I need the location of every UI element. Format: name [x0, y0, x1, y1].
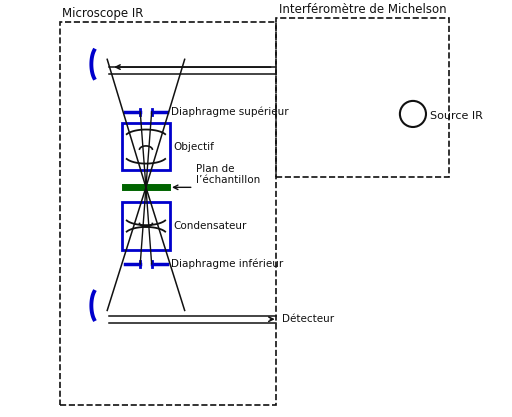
Text: Condensateur: Condensateur — [174, 221, 247, 231]
Text: Plan de
l’échantillon: Plan de l’échantillon — [196, 164, 260, 185]
Text: Interféromètre de Michelson: Interféromètre de Michelson — [279, 3, 446, 16]
Text: Diaphragme inférieur: Diaphragme inférieur — [171, 259, 284, 269]
Text: Détecteur: Détecteur — [282, 314, 334, 324]
Text: Microscope IR: Microscope IR — [61, 7, 143, 20]
Bar — [122, 202, 169, 250]
Bar — [122, 123, 169, 170]
Text: Diaphragme supérieur: Diaphragme supérieur — [171, 107, 289, 117]
Text: Objectif: Objectif — [174, 141, 215, 151]
Text: Source IR: Source IR — [430, 111, 483, 121]
